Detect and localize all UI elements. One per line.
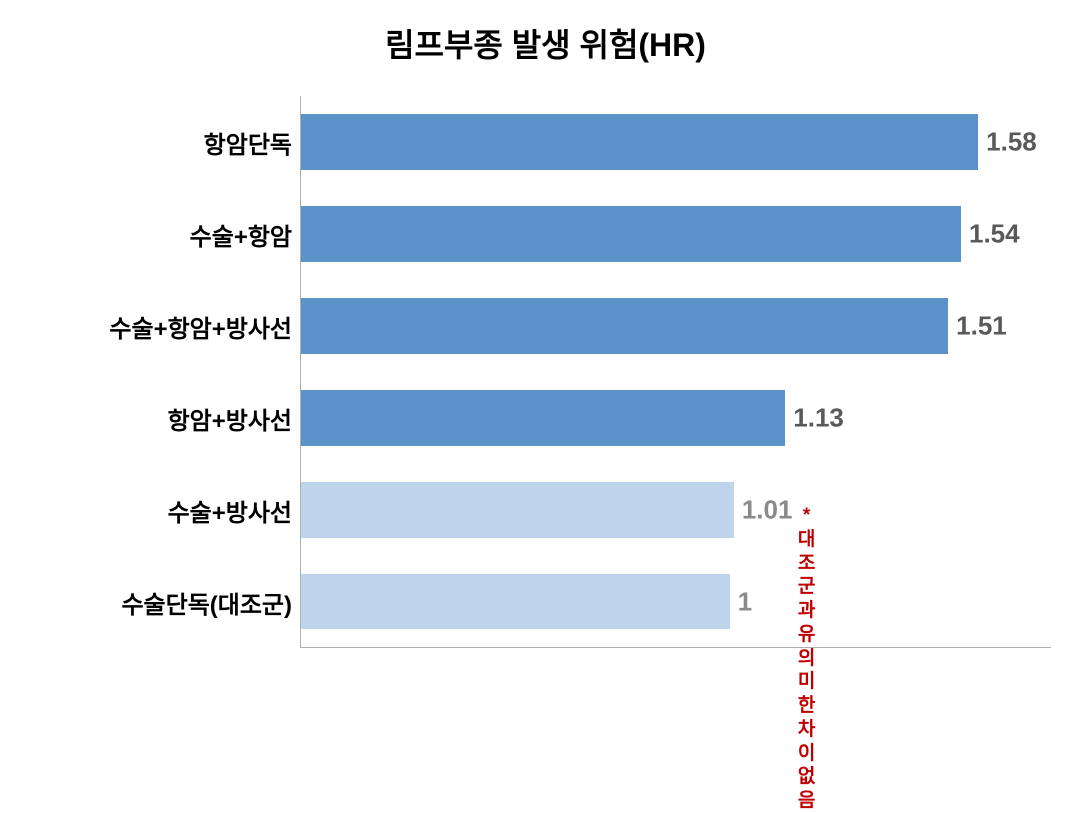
bar: 1.54 <box>301 206 961 261</box>
bar-row: 수술+방사선1.01*대조군과 유의미한차이 없음 <box>40 464 1051 556</box>
bar-value-label: 1.51 <box>948 311 1007 342</box>
bar-value-label: 1 <box>730 586 752 617</box>
bar-row: 항암+방사선1.13 <box>40 372 1051 464</box>
bar: 1.58 <box>301 114 978 169</box>
bar-value-label: 1.54 <box>961 219 1020 250</box>
chart-body: 항암단독1.58수술+항암1.54수술+항암+방사선1.51항암+방사선1.13… <box>40 96 1051 648</box>
bar-row: 항암단독1.58 <box>40 96 1051 188</box>
bar-row: 수술+항암1.54 <box>40 188 1051 280</box>
bar-rows-host: 항암단독1.58수술+항암1.54수술+항암+방사선1.51항암+방사선1.13… <box>40 96 1051 648</box>
bar-track: 1.58 <box>300 96 1051 188</box>
bar-track: 1.51 <box>300 280 1051 372</box>
chart-title: 림프부종 발생 위험(HR) <box>40 20 1051 66</box>
bar-track: 1.54 <box>300 188 1051 280</box>
bar-category-label: 수술+방사선 <box>40 493 300 528</box>
bar-track: 1 <box>300 556 1051 648</box>
bar-row: 수술+항암+방사선1.51 <box>40 280 1051 372</box>
bar-category-label: 수술+항암+방사선 <box>40 309 300 344</box>
bar-category-label: 항암+방사선 <box>40 401 300 436</box>
bar: 1.13 <box>301 390 785 445</box>
bar-track: 1.01*대조군과 유의미한차이 없음 <box>300 464 1051 556</box>
annotation-note: *대조군과 유의미한차이 없음 <box>798 504 815 813</box>
bar-category-label: 수술단독(대조군) <box>40 585 300 620</box>
bars-wrapper: 항암단독1.58수술+항암1.54수술+항암+방사선1.51항암+방사선1.13… <box>40 96 1051 648</box>
bar: 1.51 <box>301 298 948 353</box>
bar-value-label: 1.13 <box>785 403 844 434</box>
chart-container: 림프부종 발생 위험(HR) 항암단독1.58수술+항암1.54수술+항암+방사… <box>0 0 1091 707</box>
annotation-line: 차이 없음 <box>798 718 815 813</box>
bar-category-label: 항암단독 <box>40 125 300 160</box>
bar: 1.01*대조군과 유의미한차이 없음 <box>301 482 734 537</box>
bar-track: 1.13 <box>300 372 1051 464</box>
bar: 1 <box>301 574 730 629</box>
bar-category-label: 수술+항암 <box>40 217 300 252</box>
bar-value-label: 1.58 <box>978 127 1037 158</box>
bar-row: 수술단독(대조군)1 <box>40 556 1051 648</box>
bar-value-label: 1.01 <box>734 495 793 526</box>
